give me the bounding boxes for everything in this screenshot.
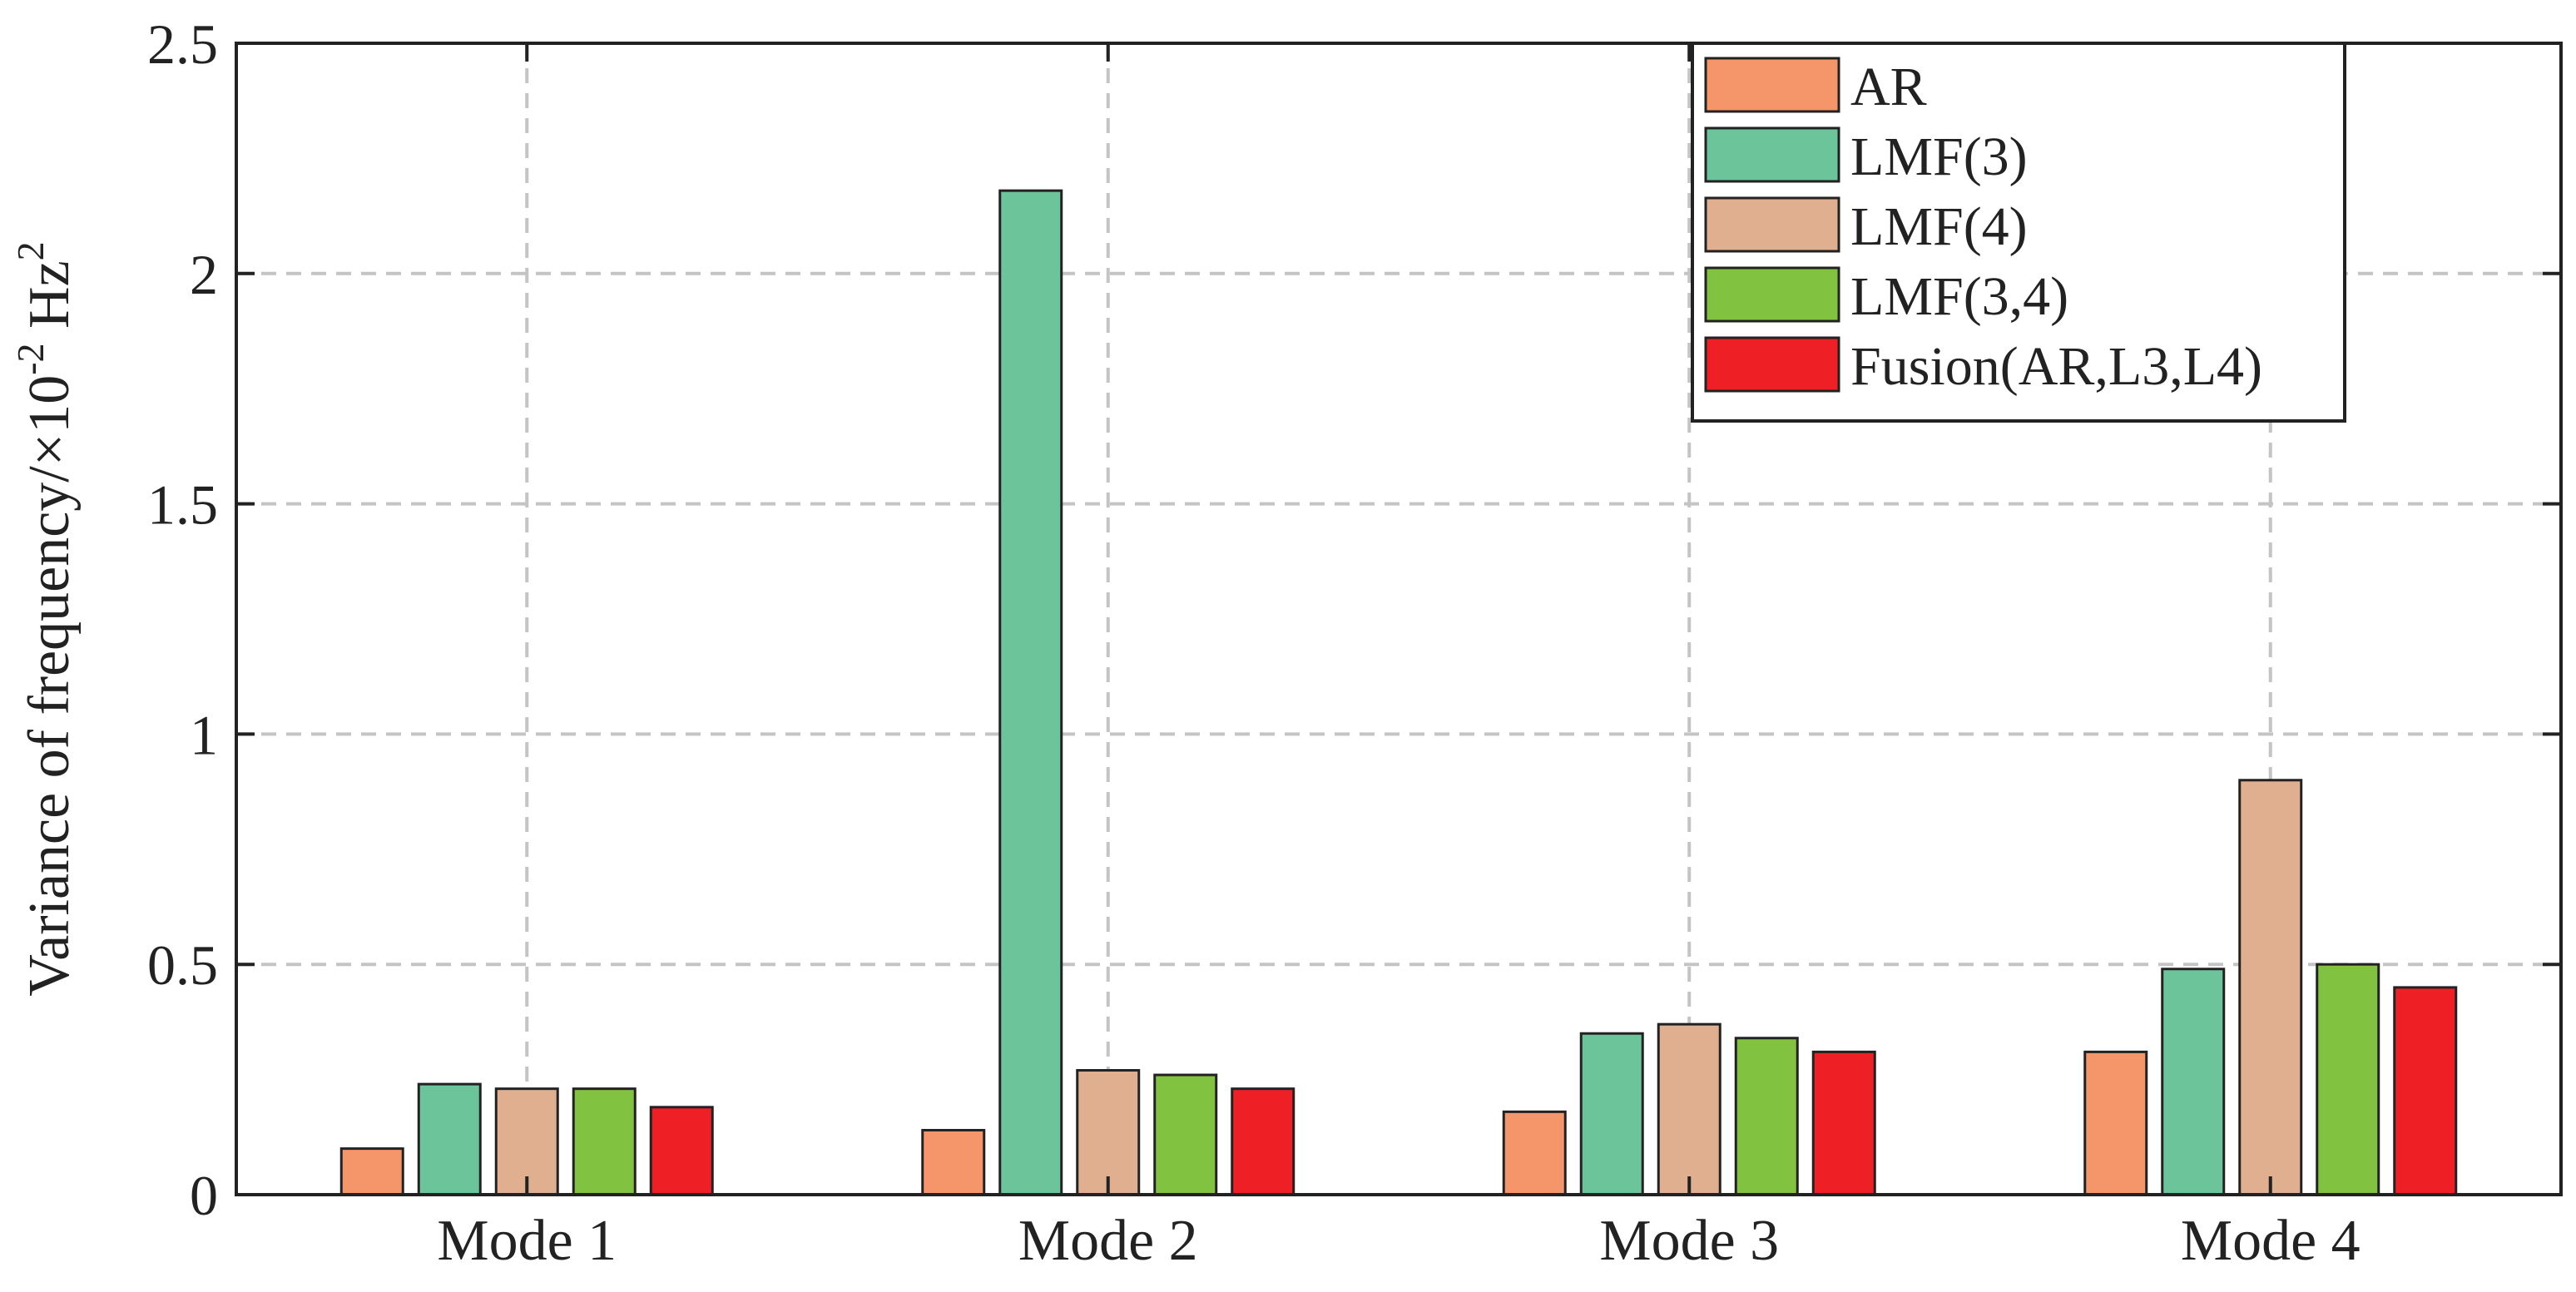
y-tick-label-5: 2.5 [147,12,218,76]
bar-lmf-3-4-mode-1 [572,1087,637,1196]
bar-lmf-3-4-mode-3 [1734,1037,1799,1196]
legend-swatch-ar [1704,57,1840,113]
y-tick-label-2: 1 [190,703,218,766]
bar-fusion-ar-l3-l4-mode-3 [1811,1050,1876,1196]
bar-ar-mode-1 [339,1147,404,1196]
bar-lmf-4-mode-2 [1076,1069,1141,1196]
legend-label-lmf-4: LMF(4) [1850,196,2028,257]
plot-frame [235,42,2563,1196]
bar-fusion-ar-l3-l4-mode-1 [649,1106,714,1196]
legend-swatch-lmf-3 [1704,126,1840,183]
legend-swatch-lmf-3-4 [1704,266,1840,323]
legend-label-lmf-3: LMF(3) [1850,126,2028,187]
y-axis: 0 0.5 1 1.5 2 2.5 [147,12,2561,1227]
legend-label-lmf-3-4: LMF(3,4) [1850,266,2068,327]
bars [339,189,2458,1196]
bar-lmf-3-mode-1 [417,1082,482,1196]
x-tick-label-mode-3: Mode 3 [1599,1209,1779,1273]
bar-lmf-4-mode-3 [1657,1022,1721,1196]
x-tick-label-mode-4: Mode 4 [2181,1209,2361,1273]
y-axis-label-unit: Hz [17,260,82,343]
legend: AR LMF(3) LMF(4) LMF(3,4) Fusion(AR,L3,L4) [1691,42,2346,423]
y-axis-label: Variance of frequency/×10-2 Hz2 [9,241,82,996]
legend-swatch-fusion-ar-l3-l4 [1704,336,1840,393]
legend-label-ar: AR [1850,57,1927,117]
y-tick-label-4: 2 [190,243,218,306]
legend-swatch-lmf-4 [1704,196,1840,253]
y-axis-label-prefix: Variance of frequency/×10 [17,375,82,997]
bar-lmf-3-4-mode-2 [1153,1073,1218,1196]
y-tick-label-0: 0 [190,1164,218,1227]
bar-ar-mode-4 [2083,1050,2148,1196]
y-tick-label-3: 1.5 [147,473,218,537]
y-tick-label-1: 0.5 [147,933,218,997]
y-axis-label-exponent-2: 2 [9,241,52,260]
y-axis-label-exponent-1: -2 [9,343,52,374]
bar-ar-mode-3 [1502,1110,1567,1196]
x-axis: Mode 1 Mode 2 Mode 3 Mode 4 [437,43,2361,1273]
bar-lmf-4-mode-4 [2238,779,2303,1196]
x-tick-label-mode-1: Mode 1 [437,1209,617,1273]
bar-lmf-3-4-mode-4 [2316,963,2380,1196]
bar-fusion-ar-l3-l4-mode-2 [1231,1087,1295,1196]
bar-lmf-3-mode-4 [2161,968,2226,1196]
bar-fusion-ar-l3-l4-mode-4 [2393,986,2458,1196]
bar-ar-mode-2 [921,1128,986,1196]
legend-label-fusion-ar-l3-l4: Fusion(AR,L3,L4) [1850,336,2262,397]
bar-lmf-3-mode-2 [998,189,1063,1196]
bar-lmf-3-mode-3 [1579,1032,1644,1196]
x-tick-label-mode-2: Mode 2 [1018,1209,1198,1273]
